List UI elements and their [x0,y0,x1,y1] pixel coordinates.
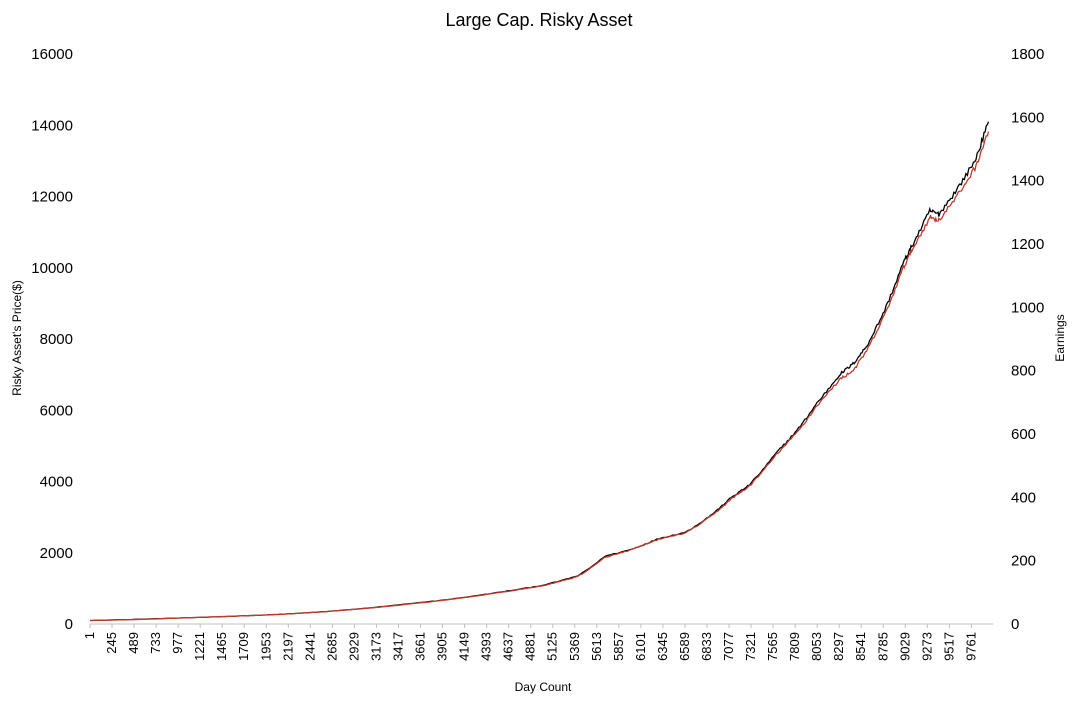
x-tick-label: 2685 [324,632,339,661]
x-tick-label: 8053 [809,632,824,661]
x-tick-label: 9761 [963,632,978,661]
x-tick-label: 8541 [853,632,868,661]
x-tick-label: 489 [126,632,141,654]
right-axis-ticks: 0 200 400 600 800 1000 1200 1400 1600 1800 [1011,46,1044,633]
right-tick-label: 800 [1011,363,1036,380]
x-tick-label: 1953 [258,632,273,661]
x-tick-label: 5369 [567,632,582,661]
x-tick-label: 977 [170,632,185,654]
left-tick-label: 2000 [40,545,73,562]
x-tick-label: 6101 [633,632,648,661]
x-tick-label: 733 [148,632,163,654]
series-layer [89,121,990,622]
x-tick-label: 6345 [655,632,670,661]
left-tick-label: 10000 [31,260,73,277]
left-tick-label: 4000 [40,474,73,491]
x-tick-label: 9029 [897,632,912,661]
x-tick-label: 7809 [787,632,802,661]
x-tick-label: 3173 [368,632,383,661]
x-tick-label: 4637 [501,632,516,661]
x-tick-label: 4881 [523,632,538,661]
x-axis-label: Day Count [515,680,572,694]
x-tick-label: 7321 [743,632,758,661]
x-tick-label: 2441 [302,632,317,661]
right-tick-label: 400 [1011,489,1036,506]
x-tick-label: 3417 [390,632,405,661]
x-tick-label: 2929 [346,632,361,661]
right-tick-label: 1600 [1011,109,1044,126]
left-axis-ticks: 0 2000 4000 6000 8000 10000 12000 14000 16000 [31,46,73,633]
x-tick-label: 7077 [721,632,736,661]
right-tick-label: 1800 [1011,46,1044,63]
x-tick-label: 5613 [589,632,604,661]
left-tick-label: 0 [65,616,73,633]
y-axis-label: Risky Asset's Price($) [10,280,24,396]
chart-title: Large Cap. Risky Asset [445,10,632,30]
x-tick-label: 3905 [435,632,450,661]
left-tick-label: 16000 [31,46,73,63]
x-axis-ticks: 1 245 489 733 977 1221 1465 1709 1953 2197 2441 268… [82,624,978,661]
x-tick-label: 8785 [875,632,890,661]
x-tick-label: 6589 [677,632,692,661]
left-tick-label: 12000 [31,189,73,206]
right-tick-label: 600 [1011,426,1036,443]
x-tick-label: 1 [82,632,97,639]
left-tick-label: 14000 [31,117,73,134]
x-tick-label: 245 [104,632,119,654]
x-tick-label: 8297 [831,632,846,661]
x-tick-label: 1465 [214,632,229,661]
x-tick-label: 3661 [413,632,428,661]
x-tick-label: 1221 [192,632,207,661]
x-tick-label: 6833 [699,632,714,661]
x-tick-label: 7565 [765,632,780,661]
x-tick-label: 1709 [236,632,251,661]
x-tick-label: 5857 [611,632,626,661]
x-tick-label: 9273 [919,632,934,661]
x-tick-label: 5125 [545,632,560,661]
right-tick-label: 1400 [1011,173,1044,190]
right-tick-label: 1000 [1011,299,1044,316]
x-tick-label: 4149 [457,632,472,661]
right-tick-label: 1200 [1011,236,1044,253]
y2-axis-label: Earnings [1053,314,1067,361]
x-tick-label: 4393 [479,632,494,661]
left-tick-label: 6000 [40,402,73,419]
left-tick-label: 8000 [40,331,73,348]
series-line-1 [90,131,990,622]
x-tick-label: 9517 [941,632,956,661]
right-tick-label: 0 [1011,616,1019,633]
x-tick-label: 2197 [280,632,295,661]
right-tick-label: 200 [1011,553,1036,570]
